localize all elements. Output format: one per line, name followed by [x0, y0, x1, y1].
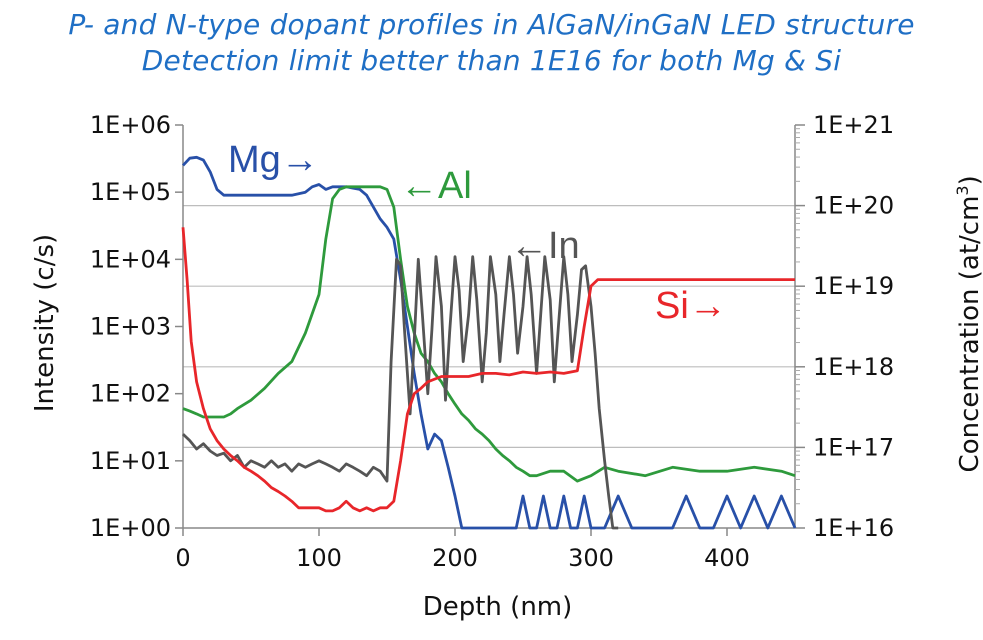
y-tick-label-right: 1E+17	[813, 433, 894, 461]
x-axis-label: Depth (nm)	[422, 592, 573, 622]
y-tick-label-right: 1E+19	[813, 272, 894, 300]
y-axis-label-right-text: Concentration (at/cm	[954, 195, 983, 473]
tick-labels: 1E+00 1E+01 1E+02 1E+03 1E+04 1E+05 1E+06 1E+16…	[90, 111, 894, 572]
annotations: Mg→ ←Al ←In Si→	[228, 139, 727, 327]
y-tick-label-right: 1E+21	[813, 111, 894, 139]
y-tick-label-left: 1E+06	[90, 111, 171, 139]
series-line-in	[182, 255, 619, 530]
y-tick-label-left: 1E+04	[90, 245, 171, 273]
y-tick-label-left: 1E+03	[90, 313, 171, 341]
x-tick-label: 100	[296, 544, 342, 572]
y-tick-label-left: 1E+00	[90, 514, 171, 542]
y-tick-label-right: 1E+18	[813, 353, 894, 381]
series-line-si	[181, 227, 795, 513]
y-axis-label-right-close: )	[954, 175, 983, 186]
y-tick-label-left: 1E+05	[90, 178, 171, 206]
series-lines	[181, 155, 797, 530]
x-tick-label: 200	[432, 544, 478, 572]
x-tick-label: 300	[568, 544, 614, 572]
y-tick-label-left: 1E+01	[90, 447, 171, 475]
axes	[175, 124, 805, 536]
y-axis-label-right-superscript: 3	[953, 185, 973, 196]
chart-title: P- and N-type dopant profiles in AlGaN/i…	[68, 8, 915, 41]
y-tick-label-left: 1E+02	[90, 380, 171, 408]
annotation-label: ←Al	[400, 165, 472, 207]
y-axis-label-left: Intensity (c/s)	[30, 233, 60, 413]
annotation-label: Mg→	[228, 139, 319, 181]
y-axis-label-right: Concentration (at/cm3)	[953, 174, 983, 474]
annotation-label: Si→	[655, 285, 727, 327]
y-tick-label-right: 1E+20	[813, 192, 894, 220]
annotation-label: ←In	[510, 225, 580, 267]
series-line-al	[182, 185, 796, 483]
series-line-mg	[181, 155, 797, 530]
y-tick-label-right: 1E+16	[813, 514, 894, 542]
chart-subtitle: Detection limit better than 1E16 for bot…	[141, 44, 842, 77]
x-tick-label: 0	[175, 544, 190, 572]
x-tick-label: 400	[704, 544, 750, 572]
